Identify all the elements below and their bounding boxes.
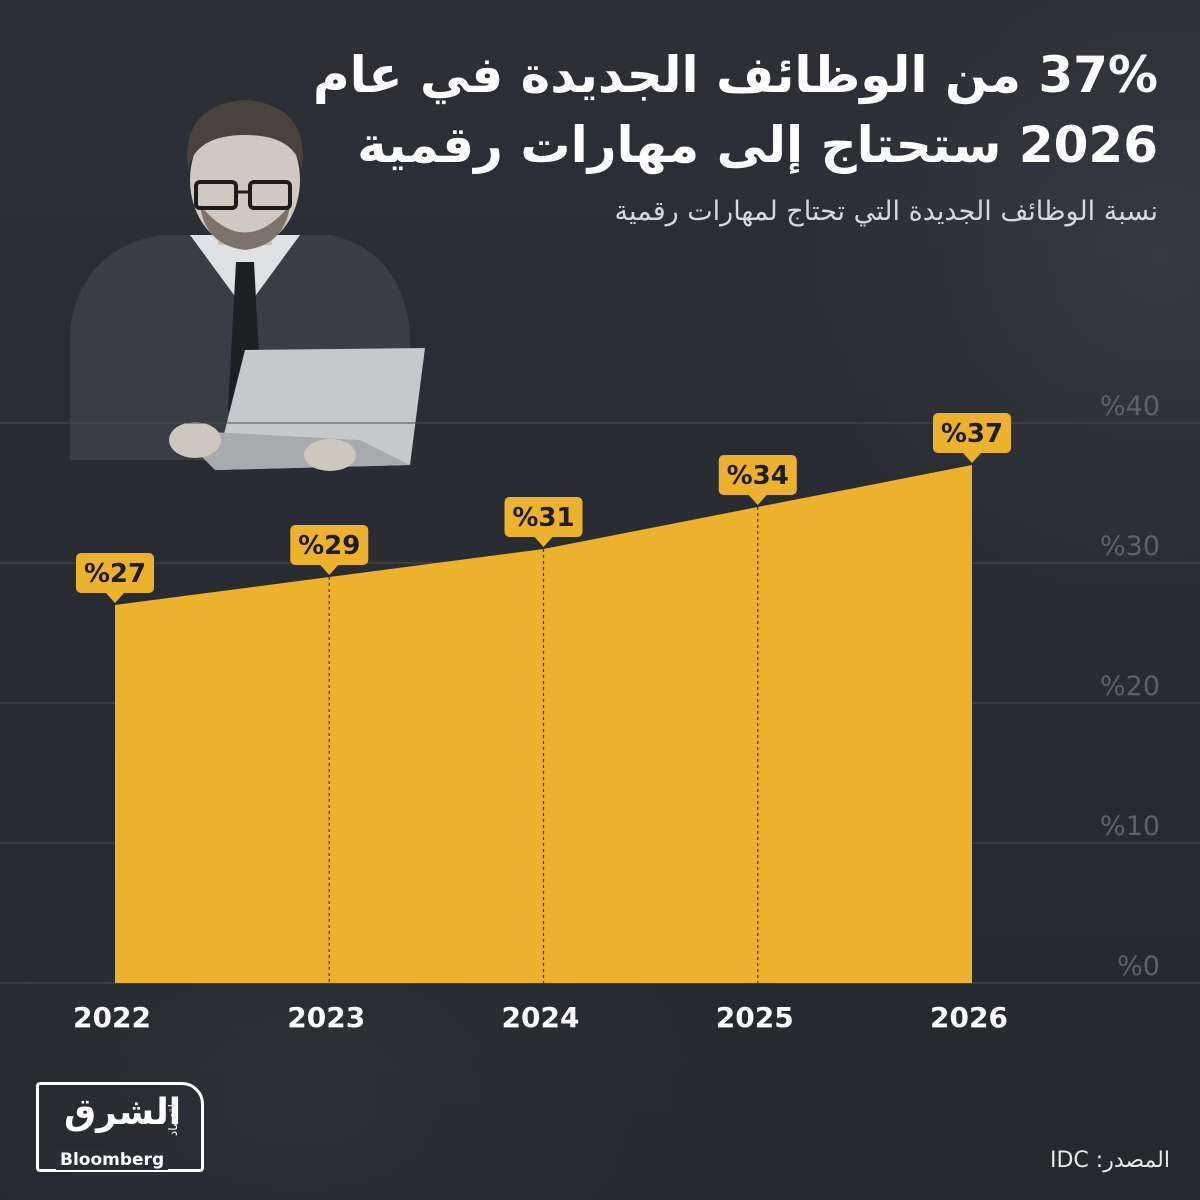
data-label-box bbox=[933, 413, 1011, 453]
y-tick-label: %40 bbox=[1100, 391, 1160, 422]
y-tick-label: %0 bbox=[1117, 951, 1160, 982]
data-label-text: %31 bbox=[512, 503, 574, 533]
logo-sub-text: اقتصاد bbox=[166, 1104, 180, 1137]
logo-brand-text: Bloomberg bbox=[56, 1150, 169, 1170]
data-label-pointer bbox=[106, 593, 124, 603]
data-label-text: %29 bbox=[298, 531, 360, 561]
asharq-bloomberg-logo: الشرق اقتصاد Bloomberg bbox=[36, 1082, 204, 1172]
data-label-box bbox=[290, 525, 369, 565]
data-label-pointer bbox=[320, 565, 339, 575]
y-tick-label: %30 bbox=[1100, 531, 1160, 562]
logo-main-text: الشرق bbox=[64, 1092, 182, 1133]
chart-subtitle: نسبة الوظائف الجديدة التي تحتاج لمهارات … bbox=[614, 196, 1158, 227]
x-tick-label: 2025 bbox=[716, 1001, 794, 1034]
source-note: المصدر: IDC bbox=[1050, 1148, 1170, 1173]
x-tick-label: 2022 bbox=[73, 1001, 151, 1034]
y-axis-ticks: %0 %10 %20 %30 %40 bbox=[1100, 391, 1160, 982]
y-tick-label: %20 bbox=[1100, 671, 1160, 702]
x-tick-label: 2024 bbox=[502, 1001, 580, 1034]
data-labels: %27 %29 %31 %34 %37 bbox=[76, 413, 1011, 603]
data-label-text: %27 bbox=[84, 559, 146, 589]
data-label-text: %34 bbox=[727, 461, 789, 491]
data-label-pointer bbox=[534, 537, 553, 547]
data-label-pointer bbox=[748, 495, 767, 505]
y-tick-label: %10 bbox=[1100, 811, 1160, 842]
data-label-box bbox=[504, 497, 583, 537]
data-label-2022: %27 bbox=[76, 553, 154, 603]
data-label-pointer bbox=[963, 453, 981, 463]
data-label-2024: %31 bbox=[504, 497, 583, 547]
logo-frame bbox=[36, 1082, 204, 1172]
x-axis-labels: 2022 2023 2024 2025 2026 bbox=[73, 1001, 1008, 1034]
area-series bbox=[115, 465, 972, 983]
data-label-box bbox=[76, 553, 154, 593]
data-label-2023: %29 bbox=[290, 525, 369, 575]
x-tick-label: 2026 bbox=[930, 1001, 1008, 1034]
data-label-text: %37 bbox=[941, 419, 1003, 449]
x-tick-label: 2023 bbox=[287, 1001, 365, 1034]
data-label-2026: %37 bbox=[933, 413, 1011, 463]
data-label-box bbox=[718, 455, 797, 495]
chart-title: 37% من الوظائف الجديدة في عام 2026 ستحتا… bbox=[312, 46, 1158, 174]
data-label-2025: %34 bbox=[718, 455, 797, 505]
businessman-with-laptop-image bbox=[70, 100, 425, 471]
